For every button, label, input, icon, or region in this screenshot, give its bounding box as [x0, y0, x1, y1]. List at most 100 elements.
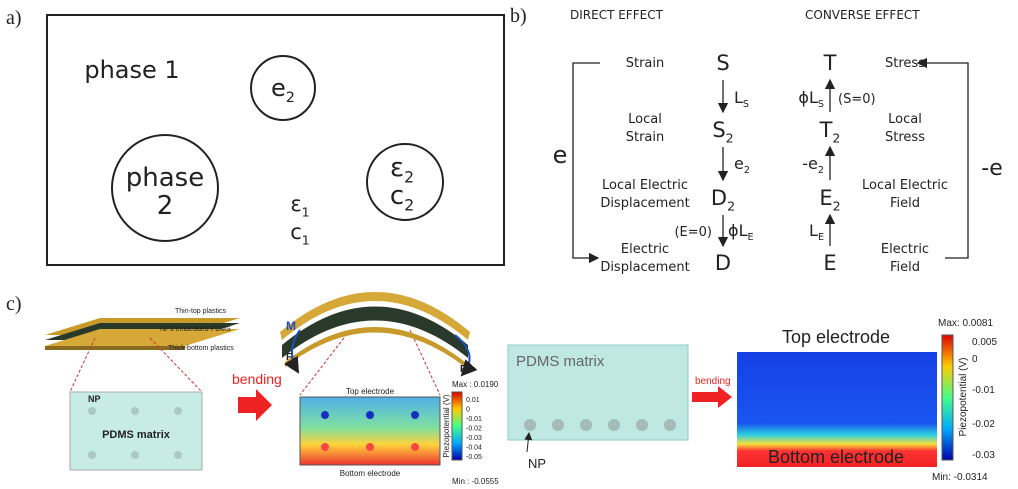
- panel-label: c): [6, 293, 22, 315]
- symbol: E: [819, 186, 832, 210]
- bending-arrow: [238, 389, 272, 421]
- symbol: T: [819, 118, 833, 142]
- tick-label: -0.05: [466, 454, 482, 461]
- tick-label: -0.04: [466, 445, 482, 452]
- subscript: 2: [727, 198, 735, 213]
- label: Bottom electrode: [768, 447, 904, 467]
- label: Bottom electrode: [340, 469, 401, 478]
- label: M: [286, 319, 296, 333]
- symbol: S: [716, 51, 729, 75]
- symbol: D: [715, 251, 731, 275]
- symbol: S: [716, 51, 729, 75]
- label: phase 1: [84, 56, 179, 84]
- symbol: S: [712, 118, 725, 142]
- label: F: [460, 364, 466, 375]
- arrow-label: LE: [809, 221, 824, 243]
- label: NPs-embedded PDMS: [160, 326, 231, 333]
- arrow-label: LS: [734, 88, 749, 110]
- subscript: 2: [744, 165, 750, 176]
- label: -e: [981, 156, 1002, 181]
- label: c1: [290, 220, 310, 247]
- colorbar: [942, 335, 953, 460]
- label: Local Electric: [602, 178, 688, 193]
- label: PDMS matrix: [516, 353, 605, 370]
- colorbar: [452, 392, 462, 460]
- symbol: E: [823, 251, 836, 275]
- bending-arrow: [692, 386, 732, 408]
- label: Displacement: [600, 260, 689, 275]
- page: {"panel_a":{"label":"a)","phase1":"phase…: [0, 0, 1018, 489]
- label: Strain: [626, 56, 665, 71]
- tick-label: 0.005: [972, 337, 997, 348]
- label: (S=0): [838, 92, 876, 107]
- arrow-label: ϕLS: [798, 88, 824, 110]
- subscript: E: [747, 232, 753, 243]
- label: Max: 0.0081: [938, 318, 993, 329]
- label: PDMS matrix: [102, 429, 171, 441]
- arrow-label: e2: [734, 154, 750, 176]
- arrows: [573, 63, 968, 258]
- tick-label: 0.01: [466, 397, 480, 404]
- label: NP: [88, 394, 101, 404]
- subscript: 2: [404, 197, 414, 215]
- symbol: ε: [390, 153, 404, 183]
- symbol: S2: [712, 118, 733, 145]
- symbol: T2: [819, 118, 841, 145]
- tick-label: -0.03: [972, 450, 995, 461]
- arrow-label: ϕLE: [728, 221, 754, 243]
- symbol: L: [739, 221, 748, 240]
- symbol: D2: [711, 186, 735, 213]
- tick-label: -0.01: [972, 385, 995, 396]
- subscript: S: [743, 99, 749, 110]
- label: F: [286, 352, 292, 363]
- label: e2: [271, 74, 295, 106]
- bent-device: [280, 292, 470, 375]
- tick-label: -0.02: [972, 419, 995, 430]
- panel-label: b): [510, 5, 527, 27]
- symbol: e: [808, 154, 818, 173]
- label: Stress: [885, 130, 925, 145]
- label: bending: [695, 376, 731, 387]
- label: bending: [232, 371, 282, 387]
- label: Local: [628, 112, 662, 127]
- symbol: e: [734, 154, 744, 173]
- label: (E=0): [674, 225, 712, 240]
- tick-label: 0: [466, 407, 470, 414]
- heading: DIRECT EFFECT: [570, 8, 664, 22]
- label: ε1: [290, 192, 309, 219]
- label: Top electrode: [346, 387, 395, 396]
- label: e: [553, 141, 568, 169]
- subscript: 2: [404, 169, 414, 187]
- symbol: ϕ: [728, 221, 739, 240]
- symbol: L: [809, 221, 818, 240]
- subscript: 2: [833, 198, 841, 213]
- symbol: T: [823, 51, 837, 75]
- subscript: 2: [726, 130, 734, 145]
- label: Thin-top plastics: [175, 308, 226, 315]
- heading: CONVERSE EFFECT: [805, 8, 920, 22]
- label: Displacement: [600, 196, 689, 211]
- label: Top electrode: [782, 327, 890, 347]
- label: Strain: [626, 130, 665, 145]
- label: Field: [890, 196, 920, 211]
- symbol: c: [290, 220, 302, 244]
- symbol: T: [823, 51, 837, 75]
- potential-map: [300, 397, 440, 465]
- axis-label: Piezopotential (V): [958, 358, 969, 437]
- figure: (() => { const data = JSON.parse(documen…: [0, 0, 1018, 489]
- tick-label: -0.01: [466, 416, 482, 423]
- tick-label: -0.03: [466, 435, 482, 442]
- label: Field: [890, 260, 920, 275]
- label: Min : -0.0555: [452, 477, 499, 486]
- label: Thick-bottom plastics: [168, 345, 234, 352]
- label: Min: -0.0314: [932, 472, 988, 483]
- label: Electric: [621, 242, 669, 257]
- subscript: 2: [818, 165, 824, 176]
- symbol: D: [715, 251, 731, 275]
- label: NP: [528, 456, 546, 471]
- tick-label: -0.02: [466, 426, 482, 433]
- label: Local: [888, 112, 922, 127]
- symbol: E: [823, 251, 836, 275]
- tick-label: 0: [972, 354, 978, 365]
- subscript: 1: [302, 204, 310, 219]
